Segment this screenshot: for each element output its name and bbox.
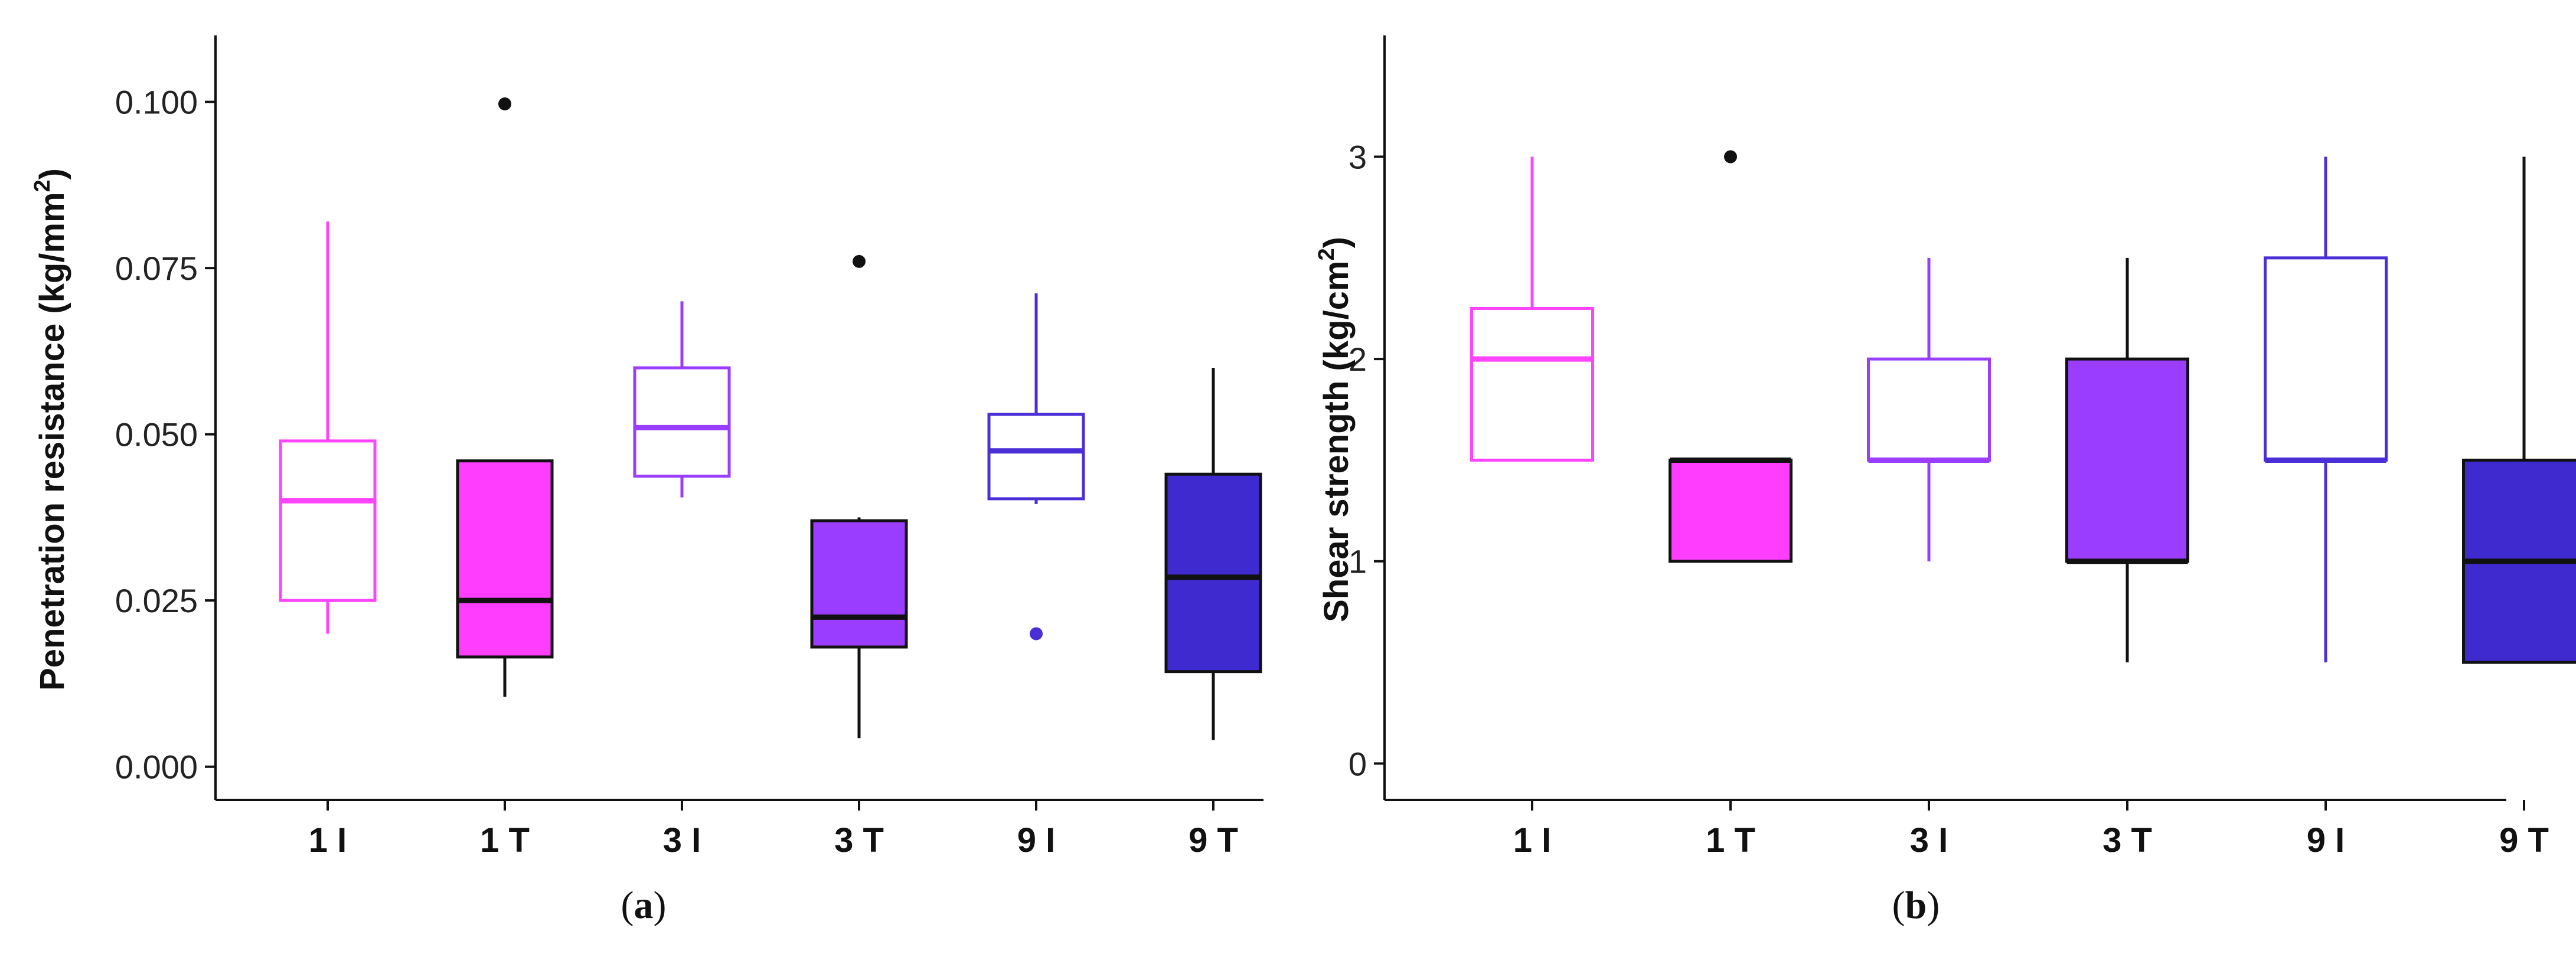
y-tick-label: 0: [1349, 745, 1367, 782]
x-tick-label: 9 T: [1189, 821, 1238, 860]
y-tick-label: 1: [1349, 543, 1367, 580]
box-9t: [2462, 156, 2576, 664]
box-3t: [810, 254, 908, 739]
panel-a: 0.000 0.025 0.050 0.075 0.100 1 I 1 T 3 I 3 T 9 I…: [30, 35, 1263, 927]
box-body: [279, 439, 377, 602]
x-tick-label: 3 T: [2102, 821, 2152, 860]
outlier-point: [1724, 150, 1737, 164]
y-axis-label: Shear strength (kg/cm2): [1314, 237, 1356, 622]
box-9t: [1164, 368, 1262, 740]
box-9i: [987, 293, 1085, 641]
box-body: [987, 413, 1085, 501]
box-3i: [1867, 257, 1991, 561]
y-tick-label: 0.100: [115, 84, 198, 121]
panel-label: (b): [1892, 884, 1940, 927]
panel-b: 0 1 2 3 1 I 1 T 3 I 3 T 9 I 9 T Shear strength (kg…: [1314, 35, 2576, 927]
x-tick-label: 1 T: [1706, 821, 1755, 860]
box-1t: [1669, 150, 1793, 563]
x-tick-label: 3 I: [663, 821, 701, 860]
y-tick-label: 0.050: [115, 416, 198, 453]
box-body: [1867, 357, 1991, 462]
box-3i: [633, 301, 731, 498]
x-tick-label: 9 T: [2499, 821, 2549, 860]
y-axis-label: Penetration resistance (kg/mm2): [30, 168, 71, 691]
x-tick-label: 3 I: [1910, 821, 1948, 860]
box-body: [1669, 458, 1793, 563]
box-3t: [2065, 257, 2189, 663]
x-tick-label: 9 I: [2307, 821, 2345, 860]
outlier-point: [853, 254, 866, 268]
x-tick-label: 1 T: [480, 821, 530, 860]
y-tick-label: 0.075: [115, 250, 198, 287]
y-tick-label: 0.025: [115, 582, 198, 619]
outlier-point: [1030, 627, 1043, 641]
x-tick-label: 1 I: [309, 821, 347, 860]
box-1t: [456, 97, 554, 697]
panel-label: (a): [621, 884, 667, 927]
box-1i: [1470, 156, 1594, 462]
box-1i: [279, 221, 377, 634]
box-9i: [2264, 156, 2388, 663]
box-body: [2065, 357, 2189, 563]
outlier-point: [498, 97, 511, 110]
box-body: [810, 519, 908, 649]
y-tick-label: 2: [1349, 341, 1367, 378]
x-tick-label: 9 I: [1017, 821, 1056, 860]
box-body: [1164, 472, 1262, 674]
x-tick-label: 1 I: [1513, 821, 1552, 860]
box-body: [1470, 307, 1594, 462]
box-body: [633, 366, 731, 478]
y-tick-label: 0.000: [115, 749, 198, 786]
y-tick-label: 3: [1349, 139, 1367, 176]
box-body: [456, 459, 554, 659]
box-body: [2264, 256, 2388, 462]
x-tick-label: 3 T: [834, 821, 884, 860]
